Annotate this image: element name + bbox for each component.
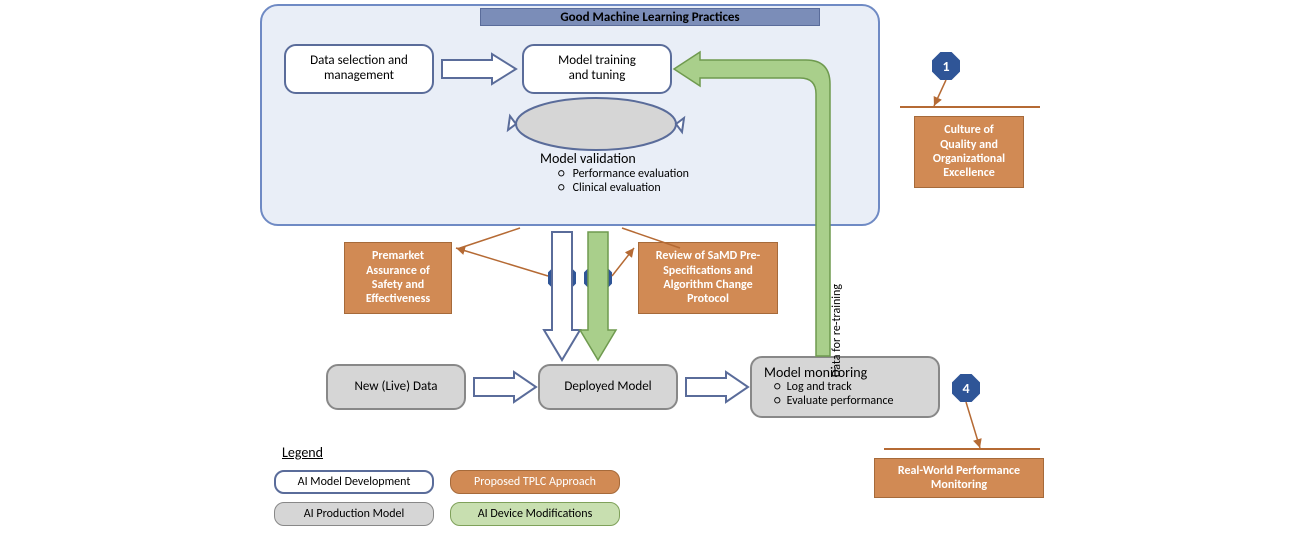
- label-retrain-side: Data for re-training: [830, 284, 844, 377]
- callout-realworld-label: Real-World PerformanceMonitoring: [898, 464, 1020, 493]
- orange-arrow-3-right: [612, 248, 634, 276]
- callout-review: Review of SaMD Pre-Specifications andAlg…: [638, 242, 778, 314]
- callout-culture-label: Culture ofQuality andOrganizationalExcel…: [933, 123, 1005, 181]
- node-deployed-model-label: Deployed Model: [564, 380, 651, 395]
- orange-connector-left: [460, 228, 520, 248]
- arrow-validation-to-deployed-white: [544, 232, 580, 360]
- legend-title: Legend: [282, 444, 323, 461]
- legend-gray: AI Production Model: [274, 502, 434, 526]
- callout-line-1: [900, 106, 1040, 108]
- badge-4: 4: [952, 374, 980, 402]
- callout-realworld: Real-World PerformanceMonitoring: [874, 458, 1044, 498]
- label-retrain-top: Data for re-training: [702, 59, 795, 73]
- legend-white: AI Model Development: [274, 470, 434, 494]
- orange-arrow-2-left: [456, 248, 548, 276]
- callout-line-4: [884, 448, 1040, 450]
- diagram-stage: Good Machine Learning Practices Data sel…: [260, 4, 1040, 548]
- legend-green: AI Device Modifications: [450, 502, 620, 526]
- node-data-selection: Data selection andmanagement: [284, 44, 434, 94]
- monitor-title: Model monitoring: [764, 365, 894, 381]
- node-model-training-label: Model trainingand tuning: [558, 54, 636, 84]
- badge-3: 3: [584, 264, 612, 292]
- orange-arrow-4: [966, 402, 980, 448]
- orange-arrow-1: [934, 80, 946, 106]
- legend-orange: Proposed TPLC Approach: [450, 470, 620, 494]
- arrow-newdata-to-deployed: [474, 372, 536, 402]
- validation-item-1: Clinical evaluation: [540, 181, 750, 195]
- node-model-training: Model trainingand tuning: [522, 44, 672, 94]
- monitor-item-1: ○Evaluate performance: [764, 395, 894, 409]
- monitor-item-0: ○Log and track: [764, 381, 894, 395]
- node-new-live-data-label: New (Live) Data: [354, 380, 437, 395]
- validation-item-0: Performance evaluation: [540, 167, 750, 181]
- badge-2: 2: [548, 264, 576, 292]
- node-deployed-model: Deployed Model: [538, 364, 678, 410]
- node-model-validation: Model validation Performance evaluation …: [540, 150, 750, 195]
- callout-culture: Culture ofQuality andOrganizationalExcel…: [914, 116, 1024, 188]
- node-new-live-data: New (Live) Data: [326, 364, 466, 410]
- arrow-deployed-to-monitor: [686, 372, 748, 402]
- validation-title: Model validation: [540, 150, 750, 167]
- node-data-selection-label: Data selection andmanagement: [310, 54, 408, 84]
- arrow-validation-to-deployed-green: [580, 232, 616, 360]
- callout-premarket: PremarketAssurance ofSafety andEffective…: [344, 242, 452, 314]
- callout-review-label: Review of SaMD Pre-Specifications andAlg…: [656, 249, 760, 307]
- gmlp-title: Good Machine Learning Practices: [480, 8, 820, 26]
- node-model-monitoring: Model monitoring ○Log and track ○Evaluat…: [750, 356, 940, 418]
- badge-1: 1: [932, 52, 960, 80]
- callout-premarket-label: PremarketAssurance ofSafety andEffective…: [366, 249, 430, 307]
